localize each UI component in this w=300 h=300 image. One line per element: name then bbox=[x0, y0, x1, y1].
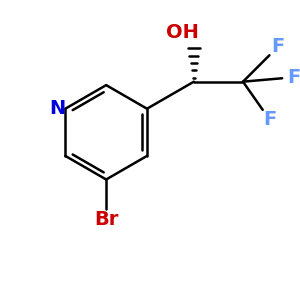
Text: Br: Br bbox=[94, 210, 118, 229]
Text: F: F bbox=[287, 68, 300, 87]
Text: OH: OH bbox=[166, 23, 199, 42]
Text: N: N bbox=[49, 99, 66, 118]
Text: F: F bbox=[271, 38, 284, 56]
Text: F: F bbox=[263, 110, 276, 129]
